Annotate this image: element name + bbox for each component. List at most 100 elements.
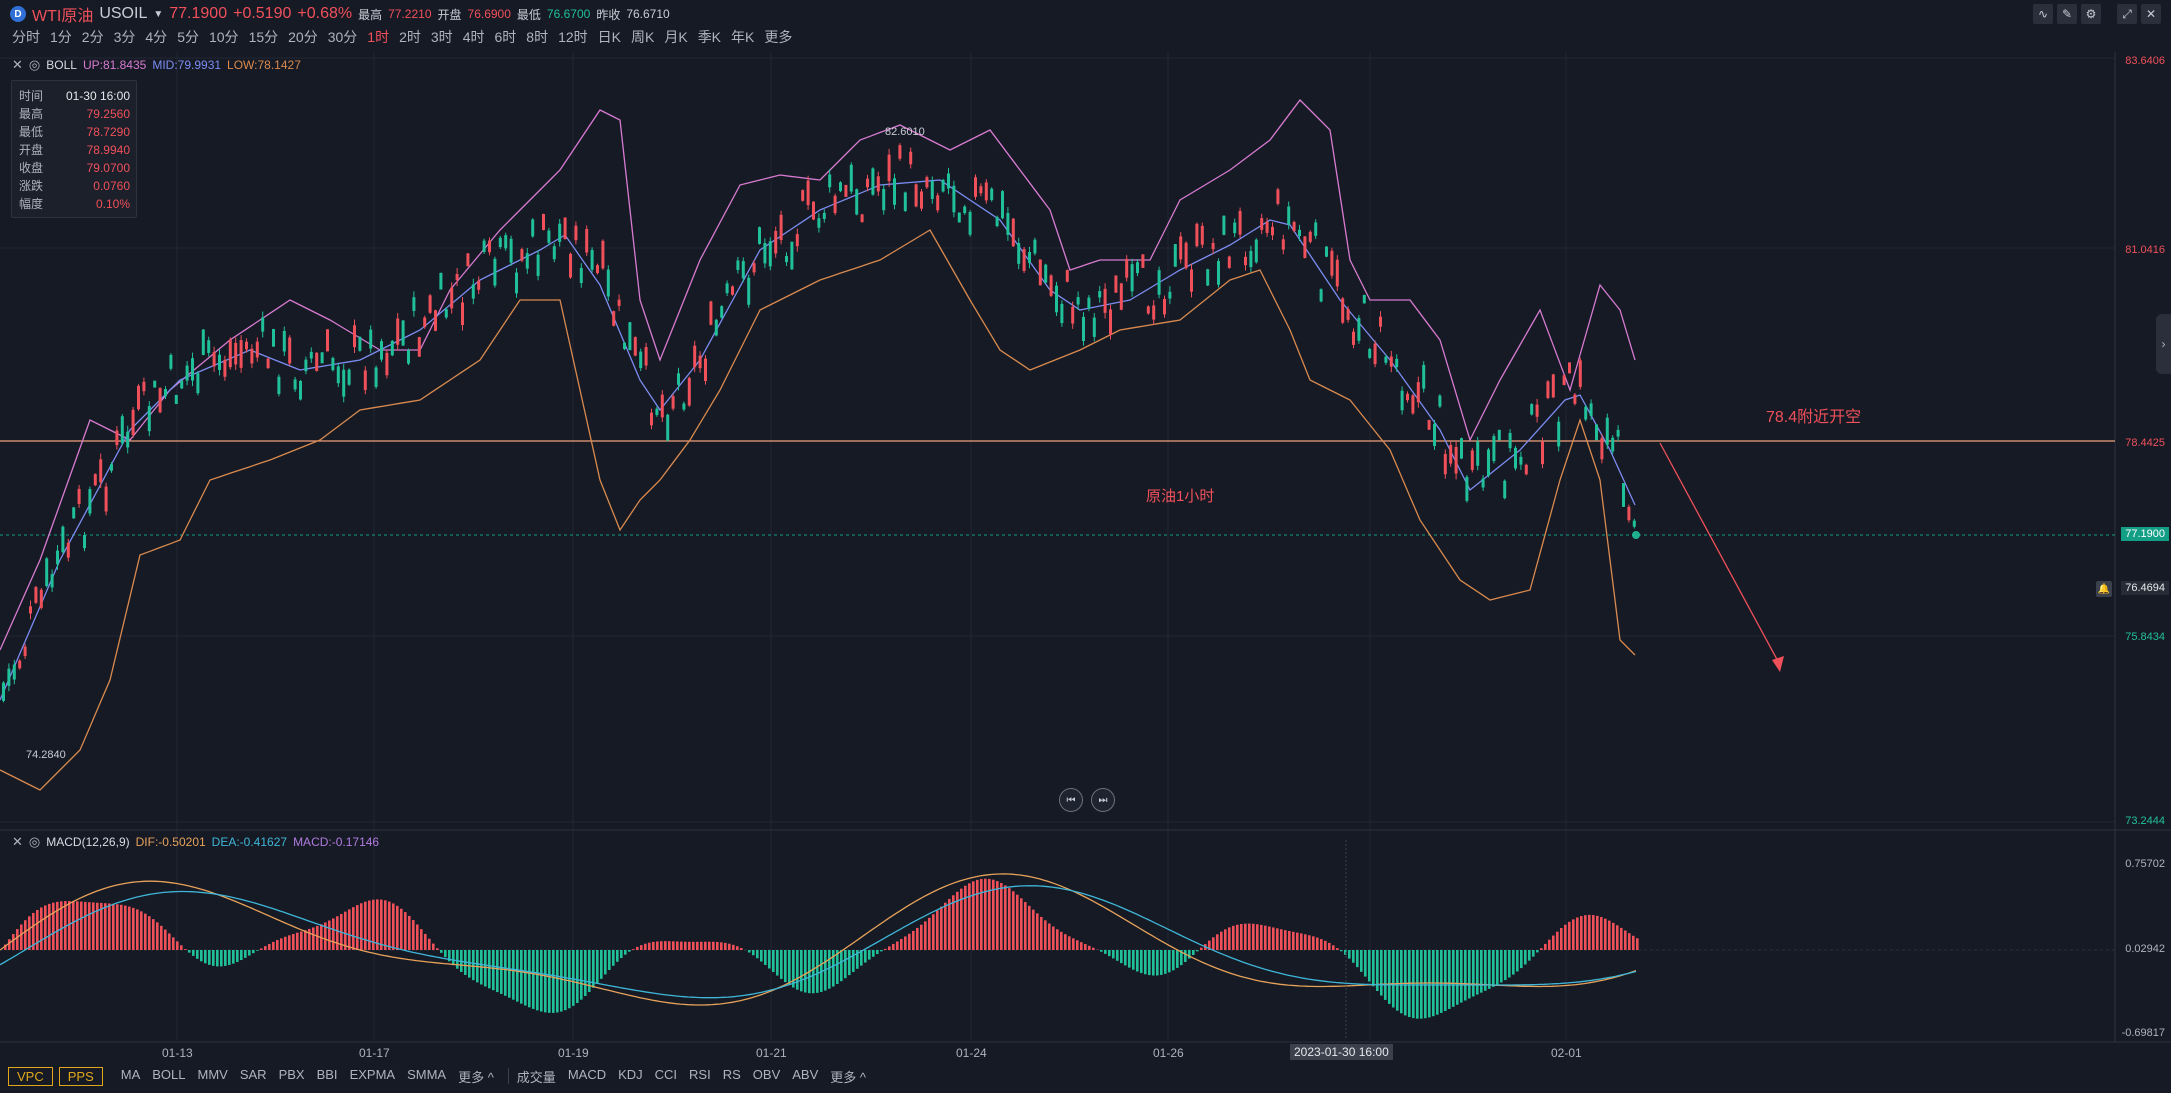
period-tab[interactable]: 1分	[50, 29, 72, 45]
symbol-name[interactable]: WTI原油	[32, 8, 94, 25]
period-tab[interactable]: 周K	[631, 29, 655, 45]
macd-histogram-bar	[612, 950, 615, 966]
period-tab[interactable]: 30分	[327, 29, 358, 45]
period-tab[interactable]: 6时	[494, 29, 517, 45]
macd-histogram-bar	[1304, 934, 1307, 950]
period-tab[interactable]: 1时	[367, 29, 390, 45]
side-panel-toggle[interactable]: ›	[2156, 314, 2171, 374]
bell-icon[interactable]: 🔔	[2096, 581, 2112, 597]
macd-dif-line	[0, 873, 1637, 1006]
period-tab[interactable]: 3分	[113, 29, 136, 45]
main-indicator-item[interactable]: MA	[120, 1066, 141, 1082]
sub-indicator-item[interactable]: RS	[722, 1066, 741, 1082]
period-tab[interactable]: 10分	[208, 29, 239, 45]
symbol-dropdown-icon[interactable]: ▼	[153, 8, 164, 20]
period-tab[interactable]: 3时	[430, 29, 453, 45]
candle-body	[1470, 450, 1474, 470]
main-indicator-item[interactable]: SAR	[239, 1066, 267, 1082]
time-axis-label: 01-24	[956, 1046, 987, 1060]
main-indicator-item[interactable]: PBX	[278, 1066, 305, 1082]
sub-indicator-item[interactable]: RSI	[689, 1066, 711, 1082]
sub-indicator-item[interactable]: CCI	[654, 1066, 678, 1082]
main-indicator-item[interactable]: MMV	[197, 1066, 228, 1082]
skip-back-icon[interactable]: ⏮	[1059, 788, 1083, 812]
candle-body	[282, 331, 286, 352]
candle-body	[698, 355, 702, 369]
period-tab[interactable]: 月K	[664, 29, 688, 45]
prev-close-label: 昨收	[596, 7, 621, 22]
main-indicator-item[interactable]: EXPMA	[349, 1066, 396, 1082]
macd-histogram-bar	[1152, 950, 1155, 976]
candle-body	[1622, 483, 1625, 507]
main-indicator-item[interactable]: SMMA	[407, 1066, 447, 1082]
sub-indicator-item[interactable]: MACD	[567, 1066, 607, 1082]
candle-body	[1524, 464, 1528, 475]
close-boll-icon[interactable]: ✕	[12, 57, 23, 72]
close-macd-icon[interactable]: ✕	[12, 834, 23, 849]
candle-body	[1416, 382, 1420, 403]
sub-indicator-item[interactable]: 成交量	[516, 1069, 556, 1085]
high-value: 77.2210	[388, 7, 432, 21]
macd-histogram-bar	[912, 930, 915, 950]
macd-histogram-bar	[364, 901, 367, 950]
macd-histogram-bar	[900, 939, 903, 950]
pps-button[interactable]: PPS	[58, 1066, 103, 1086]
candle-body	[288, 337, 292, 364]
period-tab[interactable]: 日K	[597, 29, 621, 45]
macd-histogram-bar	[1636, 938, 1639, 950]
macd-histogram-bar	[1084, 943, 1087, 950]
main-indicator-item[interactable]: BBI	[316, 1066, 338, 1082]
macd-settings-icon[interactable]: ◎	[28, 834, 41, 849]
macd-histogram-bar	[264, 946, 267, 950]
period-tab[interactable]: 更多	[764, 29, 793, 45]
macd-histogram-bar	[1244, 923, 1247, 950]
chart-note-label[interactable]: 原油1小时	[1146, 488, 1215, 505]
short-entry-note[interactable]: 78.4附近开空	[1766, 409, 1862, 426]
period-tab[interactable]: 5分	[177, 29, 199, 45]
period-tab[interactable]: 分时	[12, 29, 40, 45]
period-tab[interactable]: 4时	[462, 29, 485, 45]
indicator-icon[interactable]: ∿	[2033, 4, 2053, 24]
main-indicator-item[interactable]: BOLL	[152, 1066, 186, 1082]
period-tab[interactable]: 2时	[399, 29, 421, 45]
macd-histogram-bar	[1592, 915, 1595, 950]
macd-histogram-bar	[788, 950, 791, 986]
sub-indicator-item[interactable]: OBV	[752, 1066, 781, 1082]
settings-icon[interactable]: ⚙	[2081, 4, 2101, 24]
draw-icon[interactable]: ✎	[2057, 4, 2077, 24]
close-icon[interactable]: ✕	[2141, 4, 2161, 24]
symbol-code[interactable]: USOIL	[99, 5, 148, 22]
macd-histogram-bar	[548, 950, 551, 1013]
period-tab[interactable]: 20分	[288, 29, 318, 45]
period-tab[interactable]: 年K	[731, 29, 755, 45]
candle-body	[315, 352, 319, 371]
boll-settings-icon[interactable]: ◎	[28, 57, 41, 72]
skip-forward-icon[interactable]: ⏭	[1091, 788, 1115, 812]
macd-histogram-bar	[648, 942, 651, 950]
sub-indicator-item[interactable]: 更多 ^	[830, 1069, 866, 1085]
sub-indicator-item[interactable]: ABV	[792, 1066, 819, 1082]
candle-body	[704, 358, 707, 381]
period-tab[interactable]: 4分	[145, 29, 168, 45]
price-chart[interactable]	[0, 0, 2171, 1062]
period-tab[interactable]: 季K	[697, 29, 722, 45]
main-indicator-item[interactable]: 更多 ^	[458, 1069, 494, 1085]
candle-body	[1260, 218, 1264, 230]
period-tab[interactable]: 12时	[558, 29, 588, 45]
candle-body	[1400, 390, 1404, 411]
period-tab[interactable]: 8时	[526, 29, 549, 45]
info-change: 0.0760	[93, 179, 130, 193]
candle-body	[461, 302, 464, 325]
sub-indicator-item[interactable]: KDJ	[618, 1066, 643, 1082]
candle-body	[876, 176, 880, 192]
period-tab[interactable]: 2分	[81, 29, 104, 45]
macd-histogram-bar	[528, 950, 531, 1008]
period-tab[interactable]: 15分	[248, 29, 279, 45]
macd-histogram-bar	[1376, 950, 1379, 992]
fullscreen-icon[interactable]: ⤢	[2117, 4, 2137, 24]
alert-price-tag[interactable]: 76.4694	[2121, 581, 2169, 595]
macd-histogram-bar	[1632, 935, 1635, 950]
candle-body	[1276, 189, 1280, 204]
vpc-button[interactable]: VPC	[8, 1066, 53, 1086]
macd-histogram-bar	[588, 950, 591, 992]
